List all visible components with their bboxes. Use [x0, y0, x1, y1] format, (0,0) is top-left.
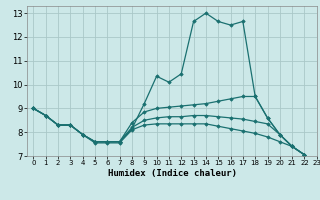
X-axis label: Humidex (Indice chaleur): Humidex (Indice chaleur) — [108, 169, 236, 178]
